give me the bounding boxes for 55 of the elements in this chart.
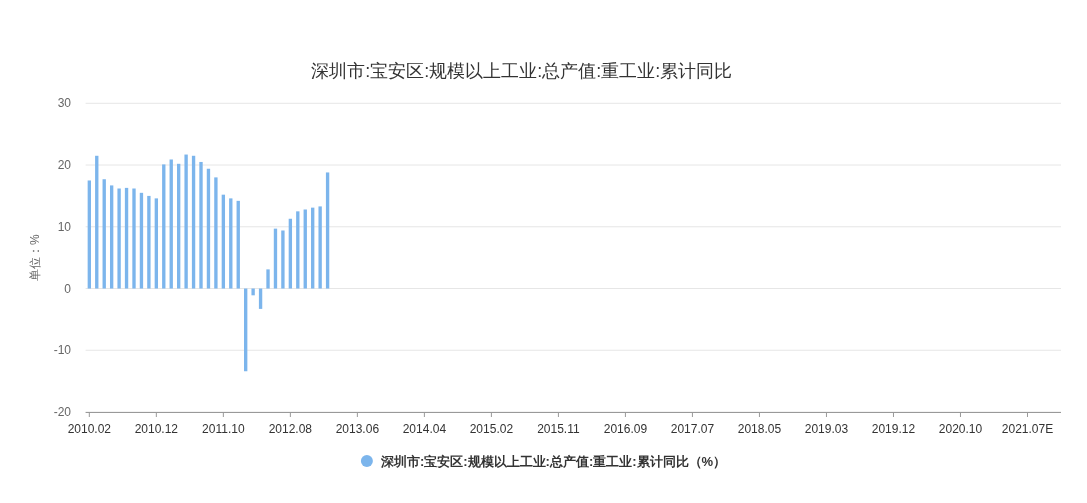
x-tick-label: 2011.10 [202, 422, 245, 436]
x-tick-label: 2017.07 [670, 422, 715, 436]
bar [251, 288, 255, 296]
x-tick-label: 2010.02 [67, 422, 112, 436]
bar [303, 209, 307, 289]
x-tick-label: 2015.02 [469, 422, 514, 436]
bar [318, 206, 322, 289]
x-tick-label: 2020.10 [938, 422, 983, 436]
x-tick-label: 2018.05 [737, 422, 782, 436]
bar [109, 185, 114, 289]
y-axis-title: 单位：% [28, 233, 42, 281]
x-tick-label: 2021.07E [1001, 422, 1054, 436]
bar [124, 187, 129, 289]
bar [117, 188, 121, 289]
y-tick-label: 0 [64, 281, 72, 296]
bar [169, 159, 173, 289]
x-tick-label: 2019.03 [804, 422, 849, 436]
bar [311, 207, 315, 289]
bar [236, 200, 240, 289]
x-tick-label: 2013.06 [335, 422, 380, 436]
bar [296, 211, 300, 289]
bar [147, 195, 151, 289]
bar [191, 155, 196, 289]
bar [288, 218, 293, 289]
y-tick-label: -10 [53, 343, 72, 358]
bar [184, 154, 188, 289]
bar [177, 163, 181, 289]
y-tick-label: 10 [57, 219, 72, 234]
x-tick-label: 2010.12 [134, 422, 179, 436]
chart-title: 深圳市:宝安区:规模以上工业:总产值:重工业:累计同比 [311, 61, 733, 81]
x-tick-label: 2014.04 [402, 422, 447, 436]
bar [162, 164, 166, 289]
x-tick-label: 2015.11 [537, 422, 580, 436]
bar [214, 177, 218, 289]
x-tick-label: 2016.09 [603, 422, 648, 436]
x-tick-label: 2012.08 [268, 422, 313, 436]
bar [199, 161, 203, 289]
bar [281, 230, 285, 289]
bar [266, 269, 270, 289]
x-tick-label: 2019.12 [871, 422, 916, 436]
bar [273, 228, 278, 289]
legend-label: 深圳市:宝安区:规模以上工业:总产值:重工业:累计同比（%） [379, 454, 727, 469]
bar [132, 188, 136, 289]
bar [139, 192, 144, 289]
bar [229, 198, 233, 289]
bar [221, 194, 226, 289]
y-tick-label: 20 [57, 158, 72, 173]
bar [102, 179, 106, 289]
bar [154, 198, 159, 289]
y-tick-label: 30 [57, 96, 72, 111]
y-tick-label: -20 [53, 405, 72, 419]
bar [325, 172, 330, 289]
bar [87, 180, 91, 289]
bar [95, 155, 99, 289]
bar [206, 168, 211, 289]
